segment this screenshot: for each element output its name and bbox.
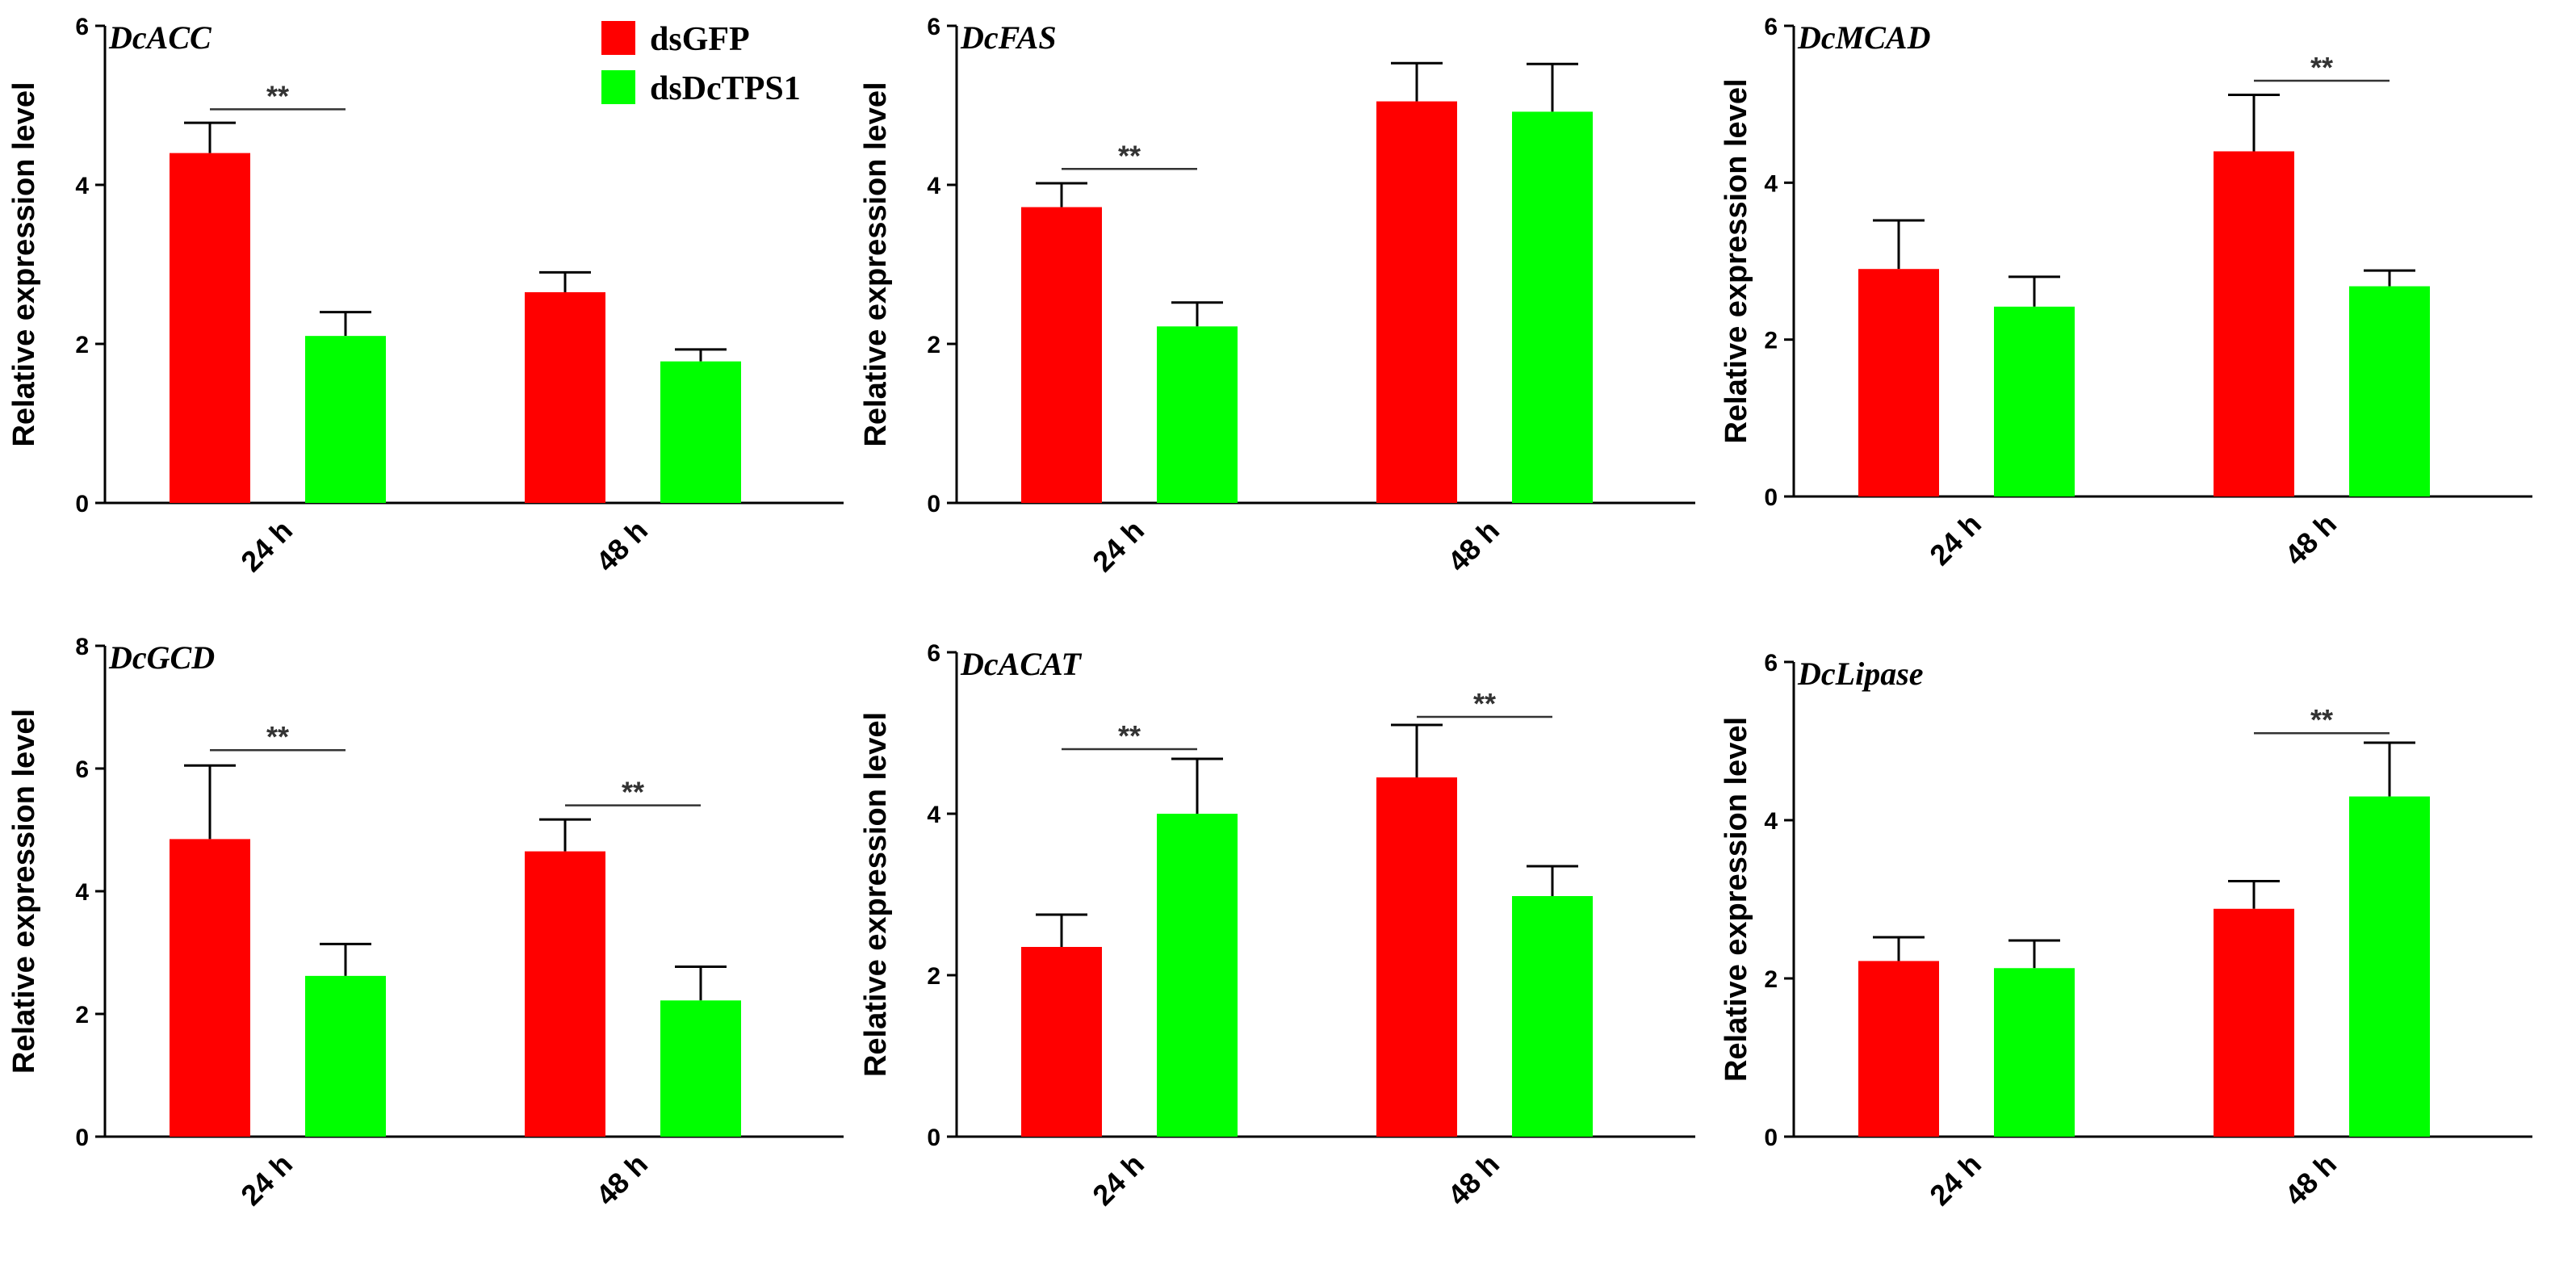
bar-dsdctps1-48h [2349,796,2430,1137]
chart-panel-dcgcd: 0 2 4 6 8 Relative expression level DcGCD 24 h 4… [7,634,844,1212]
y-tick-label: 2 [75,332,89,358]
y-tick-label: 2 [1764,966,1778,993]
y-tick-label: 0 [75,1125,89,1151]
x-tick-label: 48 h [589,1147,654,1212]
significance-label: ** [622,776,644,809]
chart-panel-dcmcad: 0 2 4 6 Relative expression level DcMCAD 24 h 4… [1719,14,2532,572]
significance-label: ** [266,720,289,753]
bar-dsgfp-48h [525,291,605,503]
bar-dsdctps1-48h [2349,286,2430,496]
y-tick-label: 0 [927,491,940,517]
y-axis-title: Relative expression level [859,712,893,1077]
bar-dsgfp-24h [1858,269,1939,496]
significance-label: ** [266,79,289,112]
y-axis-title: Relative expression level [1719,78,1753,443]
panel-title: DcMCAD [1797,19,1930,56]
x-tick-label: 24 h [234,1147,299,1212]
x-tick-label: 24 h [1086,1147,1150,1212]
y-axis-title: Relative expression level [1719,717,1753,1082]
chart-panel-dcacat: 0 2 4 6 Relative expression level DcACAT 24 h 4… [859,640,1695,1212]
panel-title: DcFAS [960,19,1057,56]
y-tick-label: 4 [1764,808,1778,835]
bar-dsgfp-24h [1858,961,1939,1137]
x-tick-label: 24 h [234,513,299,578]
x-tick-label: 48 h [2278,507,2343,572]
significance-label: ** [1118,719,1141,752]
panel-title: DcACAT [960,646,1082,682]
legend-swatch-dsgfp [601,21,635,55]
bar-dsdctps1-24h [305,336,386,503]
y-tick-label: 8 [75,634,89,660]
y-tick-label: 4 [75,173,89,199]
chart-panel-dcacc: 0 2 4 6 Relative expression level DcACC 24 h 48… [7,14,844,578]
y-tick-label: 6 [927,14,940,40]
bar-dsdctps1-48h [660,1000,741,1137]
y-tick-label: 4 [1764,170,1778,197]
chart-panel-dclipase: 0 2 4 6 Relative expression level DcLipase 24 … [1719,650,2532,1212]
panel-title: DcACC [108,19,212,56]
chart-panel-dcfas: 0 2 4 6 Relative expression level DcFAS 24 h 48… [859,14,1695,578]
bar-dsdctps1-24h [305,975,386,1137]
significance-label: ** [2310,703,2333,736]
bar-dsgfp-24h [170,839,250,1137]
panel-title: DcLipase [1797,656,1924,692]
bar-dsdctps1-24h [1994,968,2075,1137]
y-tick-label: 0 [1764,484,1778,511]
y-tick-label: 6 [1764,14,1778,40]
panel-title: DcGCD [108,639,215,676]
x-tick-label: 24 h [1923,507,1987,572]
y-tick-label: 6 [75,14,89,40]
x-tick-label: 48 h [2278,1147,2343,1212]
bar-dsdctps1-48h [1512,111,1593,503]
y-tick-label: 4 [927,173,940,199]
y-tick-label: 2 [75,1002,89,1028]
y-axis-title: Relative expression level [7,709,41,1074]
legend-label-dsdctps1: dsDcTPS1 [650,70,801,107]
y-tick-label: 2 [927,963,940,990]
y-tick-label: 0 [927,1125,940,1151]
significance-label: ** [1473,687,1496,720]
legend-swatch-dsdctps1 [601,70,635,104]
bar-dsgfp-24h [1021,207,1102,503]
bar-dsgfp-24h [170,153,250,503]
bar-dsdctps1-24h [1157,814,1238,1137]
x-tick-label: 48 h [1441,1147,1506,1212]
bar-dsgfp-48h [1376,777,1457,1137]
bar-dsgfp-48h [2214,151,2294,496]
legend-label-dsgfp: dsGFP [650,21,750,58]
y-tick-label: 2 [927,332,940,358]
x-tick-label: 48 h [1441,513,1506,578]
y-tick-label: 0 [1764,1125,1778,1151]
y-tick-label: 6 [927,640,940,667]
y-tick-label: 0 [75,491,89,517]
bar-dsgfp-48h [1376,101,1457,503]
bar-dsdctps1-24h [1157,326,1238,503]
y-tick-label: 4 [927,802,940,828]
bar-dsgfp-24h [1021,947,1102,1137]
y-axis-title: Relative expression level [7,82,41,446]
y-tick-label: 4 [75,879,89,906]
legend: dsGFP dsDcTPS1 [601,21,801,107]
bar-dsdctps1-48h [1512,896,1593,1137]
bar-dsdctps1-24h [1994,306,2075,496]
bar-dsgfp-48h [2214,908,2294,1137]
x-tick-label: 24 h [1086,513,1150,578]
y-tick-label: 6 [1764,650,1778,676]
y-axis-title: Relative expression level [859,82,893,446]
y-tick-label: 6 [75,756,89,783]
y-tick-label: 2 [1764,328,1778,354]
x-tick-label: 48 h [589,513,654,578]
bar-dsdctps1-48h [660,361,741,503]
x-tick-label: 24 h [1923,1147,1987,1212]
significance-label: ** [2310,51,2333,84]
bar-dsgfp-48h [525,851,605,1137]
significance-label: ** [1118,139,1141,172]
